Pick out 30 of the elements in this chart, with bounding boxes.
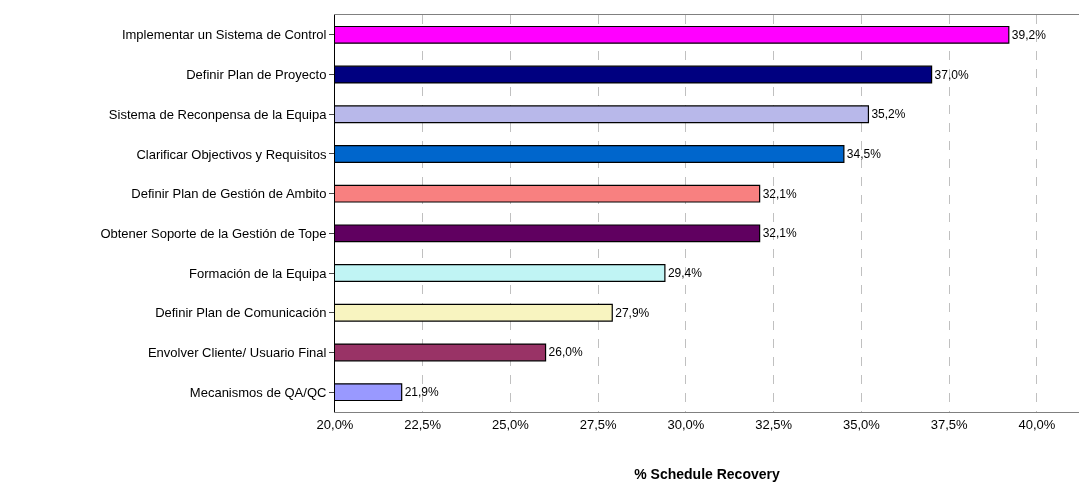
y-tick-label: Sistema de Reconpensa de la Equipa <box>108 106 328 122</box>
y-tick-label: Definir Plan de Gestión de Ambito <box>131 186 327 202</box>
y-tick-label: Implementar un Sistema de Control <box>121 27 327 43</box>
data-label: 29,4% <box>667 266 703 281</box>
data-label: 32,1% <box>762 186 797 201</box>
y-tick-label: Obtener Soporte de la Gestión de Tope <box>100 225 327 241</box>
x-tick-label: 20,0% <box>316 416 354 432</box>
x-tick-label: 40,0% <box>1018 416 1056 432</box>
x-tick-label: 27,5% <box>579 416 618 432</box>
y-tick-label: Definir Plan de Comunicación <box>155 305 327 321</box>
data-label: 27,9% <box>615 305 650 320</box>
data-label: 21,9% <box>404 385 440 400</box>
y-tick-label: Envolver Cliente/ Usuario Final <box>147 345 327 360</box>
x-tick-label: 25,0% <box>492 416 530 432</box>
x-tick-label: 32,5% <box>755 416 793 432</box>
y-tick-label: Clarificar Objectivos y Requisitos <box>136 146 327 162</box>
data-label: 35,2% <box>871 107 906 122</box>
data-label: 26,0% <box>548 345 583 360</box>
x-tick-label: 37,5% <box>930 416 969 432</box>
x-tick-label: 35,0% <box>842 416 881 432</box>
x-tick-label: 30,0% <box>667 416 705 432</box>
x-tick-label: 22,5% <box>404 416 442 432</box>
y-tick-label: Definir Plan de Proyecto <box>186 67 327 83</box>
data-label: 34,5% <box>846 146 882 161</box>
x-axis-title: % Schedule Recovery <box>634 466 780 482</box>
y-tick-label: Formación de la Equipa <box>189 265 328 281</box>
data-label: 39,2% <box>1011 27 1047 42</box>
y-tick-label: Mecanismos de QA/QC <box>189 384 327 400</box>
data-label: 37,0% <box>934 67 969 82</box>
data-label: 32,1% <box>762 226 797 241</box>
